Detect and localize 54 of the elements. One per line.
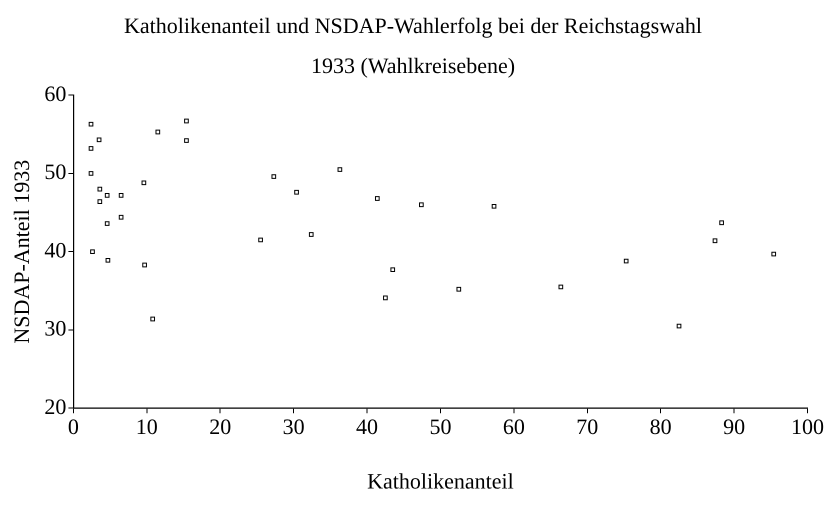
point (155, 130, 160, 134)
point (374, 196, 380, 201)
point (383, 296, 388, 300)
point (118, 193, 124, 198)
point (97, 186, 102, 192)
point (558, 284, 564, 290)
point (712, 238, 718, 244)
point (184, 138, 189, 143)
y-tick-label: 30 (44, 316, 66, 341)
point (294, 190, 299, 195)
point (150, 316, 156, 322)
x-tick-label: 50 (429, 414, 452, 440)
x-tick-label: 40 (356, 414, 378, 440)
point (88, 171, 94, 176)
point (492, 204, 496, 209)
point (184, 118, 189, 124)
point (142, 262, 147, 268)
point (88, 122, 94, 126)
point (719, 220, 724, 226)
x-axis-title: Katholikenanteil (367, 468, 514, 494)
point (104, 193, 110, 198)
point (258, 238, 263, 242)
x-tick-label: 60 (502, 414, 525, 440)
point (142, 180, 146, 186)
point (308, 232, 314, 237)
point (676, 324, 682, 328)
point (338, 167, 342, 172)
point (97, 199, 102, 204)
y-tick-label: 40 (44, 237, 66, 262)
y-tick-label: 60 (44, 80, 66, 106)
x-tick-label: 70 (576, 414, 598, 440)
point (88, 146, 94, 151)
point (456, 286, 462, 292)
point (390, 267, 396, 272)
point (106, 258, 110, 263)
point (90, 249, 95, 254)
point (104, 221, 110, 226)
x-tick-label: 0 (68, 414, 79, 440)
x-tick-label: 80 (650, 414, 672, 440)
x-tick-label: 10 (136, 414, 158, 440)
x-tick-label: 90 (723, 414, 746, 440)
y-tick-label: 50 (44, 159, 66, 184)
point (118, 214, 124, 220)
chart-title: Katholikenanteil und NSDAP-Wahlerfolg bei der Reichstagswahl 1933 (Wahlkreisebene) (122, 12, 704, 80)
x-tick-label: 100 (791, 414, 824, 440)
y-axis-title: NSDAP-Anteil 1933 (8, 160, 34, 344)
x-tick-label: 20 (209, 414, 232, 440)
point (271, 174, 276, 179)
point (624, 258, 629, 264)
point (96, 137, 102, 142)
y-tick-label: 20 (44, 394, 66, 419)
point (419, 202, 424, 208)
point (771, 252, 776, 256)
x-tick-label: 30 (282, 414, 305, 440)
